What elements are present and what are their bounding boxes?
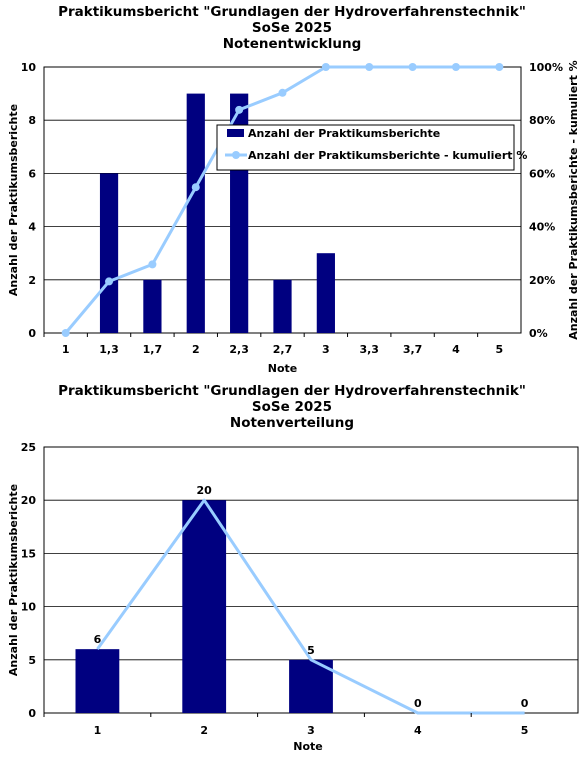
chart1-legend-box [216, 124, 515, 171]
chart1-y2-tick-label: 20% [529, 274, 555, 287]
chart1-y-axis-label: Anzahl der Praktikumsberichte [7, 104, 20, 296]
chart2-y-tick-label: 0 [28, 707, 36, 720]
chart1-x-tick-label: 2,3 [229, 343, 249, 356]
chart1-x-tick-label: 1,3 [99, 343, 119, 356]
chart1-title-line-2: SoSe 2025 [252, 20, 332, 36]
chart1-legend-bar-swatch [227, 129, 244, 137]
chart2-data-label: 0 [521, 697, 529, 710]
chart2-y-tick-label: 10 [21, 601, 37, 614]
chart1-cumulative-point [61, 329, 70, 337]
chart1-x-tick-label: 4 [452, 343, 460, 356]
chart1-y-tick-label: 4 [28, 221, 36, 234]
chart1-x-tick-label: 1 [62, 343, 70, 356]
chart1-x-tick-label: 3,7 [403, 343, 423, 356]
chart2-x-tick-label: 3 [307, 724, 315, 737]
chart1-y-tick-label: 8 [28, 114, 36, 127]
chart1-x-tick-label: 5 [495, 343, 503, 356]
chart2-y-tick-label: 5 [28, 654, 36, 667]
chart-notenentwicklung: Praktikumsbericht "Grundlagen der Hydrov… [7, 4, 580, 375]
chart1-x-tick-label: 2,7 [273, 343, 293, 356]
chart1-cumulative-point [148, 260, 157, 269]
chart1-y-tick-label: 10 [21, 61, 37, 74]
chart2-x-axis-label: Note [293, 740, 322, 753]
chart2-y-tick-label: 15 [21, 547, 36, 560]
chart1-title-line-1: Praktikumsbericht "Grundlagen der Hydrov… [58, 4, 526, 20]
chart1-bar [143, 279, 162, 333]
chart1-cumulative-point [451, 63, 460, 71]
chart2-line [96, 498, 525, 715]
chart1-y-tick-label: 6 [28, 167, 36, 180]
chart1-y2-tick-label: 0% [529, 327, 548, 340]
chart1-bar [273, 279, 292, 333]
chart2-x-tick-label: 5 [521, 724, 529, 737]
chart2-data-label: 0 [414, 697, 422, 710]
chart1-bar [186, 93, 205, 333]
chart1-y-tick-label: 0 [28, 327, 36, 340]
chart1-x-tick-label: 2 [192, 343, 200, 356]
chart1-cumulative-point [105, 277, 114, 286]
chart2-y-tick-label: 20 [21, 494, 37, 507]
chart1-cumulative-point [191, 183, 200, 192]
chart1-cumulative-point [408, 63, 417, 71]
chart2-data-label: 20 [197, 484, 213, 497]
chart1-legend-line-label: Anzahl der Praktikumsberichte - kumulier… [248, 149, 527, 162]
chart1-cumulative-point [495, 63, 504, 71]
chart2-x-tick-label: 4 [414, 724, 422, 737]
chart1-cumulative-point [321, 63, 330, 71]
chart2-x-tick-label: 1 [94, 724, 102, 737]
chart1-x-tick-label: 3,3 [359, 343, 379, 356]
chart1-bar [316, 253, 335, 333]
chart1-x-tick-label: 3 [322, 343, 330, 356]
chart1-y2-axis-label: Anzahl der Praktikumsberichte - kumulier… [567, 60, 580, 339]
chart1-x-tick-label: 1,7 [143, 343, 163, 356]
chart1-y2-tick-label: 100% [529, 61, 563, 74]
chart1-y2-tick-label: 40% [529, 221, 555, 234]
chart2-title-line-3: Notenverteilung [230, 415, 354, 431]
chart2-title-line-2: SoSe 2025 [252, 399, 332, 415]
chart1-cumulative-point [365, 63, 374, 71]
chart2-data-label: 5 [307, 644, 315, 657]
chart2-y-axis-label: Anzahl der Praktikumsberichte [7, 484, 20, 676]
chart2-bar [182, 500, 227, 713]
chart1-title-line-3: Notenentwicklung [223, 36, 362, 52]
chart1-bar [99, 173, 119, 333]
chart1-y2-tick-label: 60% [529, 167, 555, 180]
chart2-bar [75, 649, 120, 713]
chart2-y-tick-label: 25 [21, 441, 36, 454]
chart1-legend-line-marker [232, 151, 240, 159]
chart1-cumulative-point [235, 105, 244, 114]
chart1-x-axis-label: Note [268, 362, 297, 375]
chart-notenverteilung: Praktikumsbericht "Grundlagen der Hydrov… [7, 383, 579, 753]
chart1-y-tick-label: 2 [28, 274, 36, 287]
chart2-x-tick-label: 2 [200, 724, 208, 737]
chart1-legend: Anzahl der Praktikumsberichte Anzahl der … [216, 124, 527, 171]
chart1-cumulative-point [278, 88, 287, 97]
chart2-data-label: 6 [94, 633, 102, 646]
chart1-legend-bar-label: Anzahl der Praktikumsberichte [248, 127, 440, 140]
chart1-y2-tick-label: 80% [529, 114, 555, 127]
chart2-title-line-1: Praktikumsbericht "Grundlagen der Hydrov… [58, 383, 526, 399]
